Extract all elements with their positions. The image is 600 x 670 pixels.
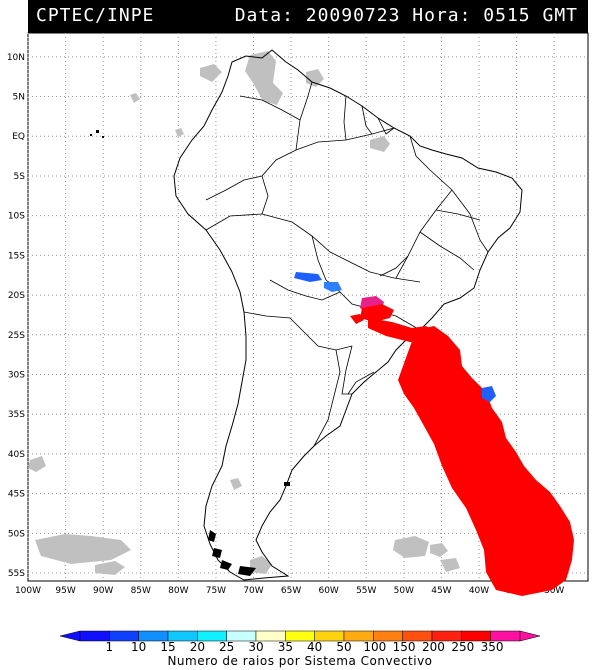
system-bolivia-blue: [324, 282, 342, 292]
cloud-patches: [28, 51, 519, 575]
colorbar: [59, 630, 541, 642]
header-bar: CPTEC/INPE Data: 20090723 Hora: 0515 GMT: [28, 0, 588, 33]
lon-tick-label: 55W: [356, 586, 376, 596]
lon-tick-label: 75W: [206, 586, 226, 596]
lat-tick-label: 35S: [8, 410, 25, 420]
country-borders: [205, 81, 489, 447]
colorbar-tick-label: 10: [131, 640, 147, 654]
lat-tick-label: 10S: [8, 212, 25, 222]
lat-tick-label: 5N: [13, 93, 25, 103]
convective-systems: [294, 272, 574, 596]
lon-tick-label: 80W: [168, 586, 188, 596]
system-sw-paraguay-blue: [294, 272, 322, 282]
lon-tick-label: 95W: [55, 586, 75, 596]
colorbar-tick-label: 30: [248, 640, 264, 654]
colorbar-tick-label: 20: [189, 640, 205, 654]
lat-tick-label: 40S: [8, 450, 25, 460]
lat-tick-label: 5S: [14, 172, 26, 182]
lon-tick-label: 50W: [394, 586, 414, 596]
source-label: CPTEC/INPE: [36, 5, 155, 26]
colorbar-caption: Numero de raios por Sistema Convectivo: [167, 654, 433, 668]
lat-tick-label: 15S: [8, 251, 25, 261]
colorbar-tick-label: 50: [336, 640, 352, 654]
lat-tick-label: 55S: [8, 569, 25, 579]
system-south-brazil-red: [350, 304, 436, 342]
lon-tick-label: 45W: [431, 586, 451, 596]
colorbar-arrow-right: [519, 630, 541, 642]
datetime-label: Data: 20090723 Hora: 0515 GMT: [234, 5, 578, 26]
islands: [90, 130, 290, 486]
colorbar-tick-label: 15: [160, 640, 176, 654]
colorbar-tick-label: 35: [277, 640, 293, 654]
lon-tick-label: 70W: [243, 586, 263, 596]
colorbar-tick-label: 150: [392, 640, 416, 654]
colorbar-tick-label: 25: [219, 640, 235, 654]
system-atlantic-blue: [482, 386, 496, 402]
lon-tick-label: 60W: [318, 586, 338, 596]
lat-tick-label: 30S: [8, 371, 25, 381]
system-atlantic-red: [398, 326, 574, 596]
lon-tick-label: 90W: [93, 586, 113, 596]
colorbar-arrow-left: [59, 630, 81, 642]
lat-tick-label: 25S: [8, 331, 25, 341]
lon-tick-label: 65W: [281, 586, 301, 596]
colorbar-tick-label: 350: [480, 640, 504, 654]
lat-tick-label: EQ: [12, 132, 25, 142]
colorbar-tick-label: 200: [422, 640, 445, 654]
colorbar-tick-label: 250: [451, 640, 475, 654]
lat-tick-label: 20S: [8, 291, 25, 301]
archipelago: [208, 530, 256, 576]
colorbar-tick-label: 100: [363, 640, 387, 654]
lat-tick-label: 10N: [7, 53, 25, 63]
colorbar-tick-label: 40: [307, 640, 323, 654]
lon-tick-label: 30W: [544, 586, 564, 596]
lon-tick-label: 100W: [15, 586, 41, 596]
lat-tick-label: 45S: [8, 490, 25, 500]
lon-tick-label: 85W: [131, 586, 151, 596]
colorbar-tick-label: 1: [105, 640, 114, 654]
lat-tick-label: 50S: [8, 529, 25, 539]
lon-tick-label: 40W: [469, 586, 489, 596]
